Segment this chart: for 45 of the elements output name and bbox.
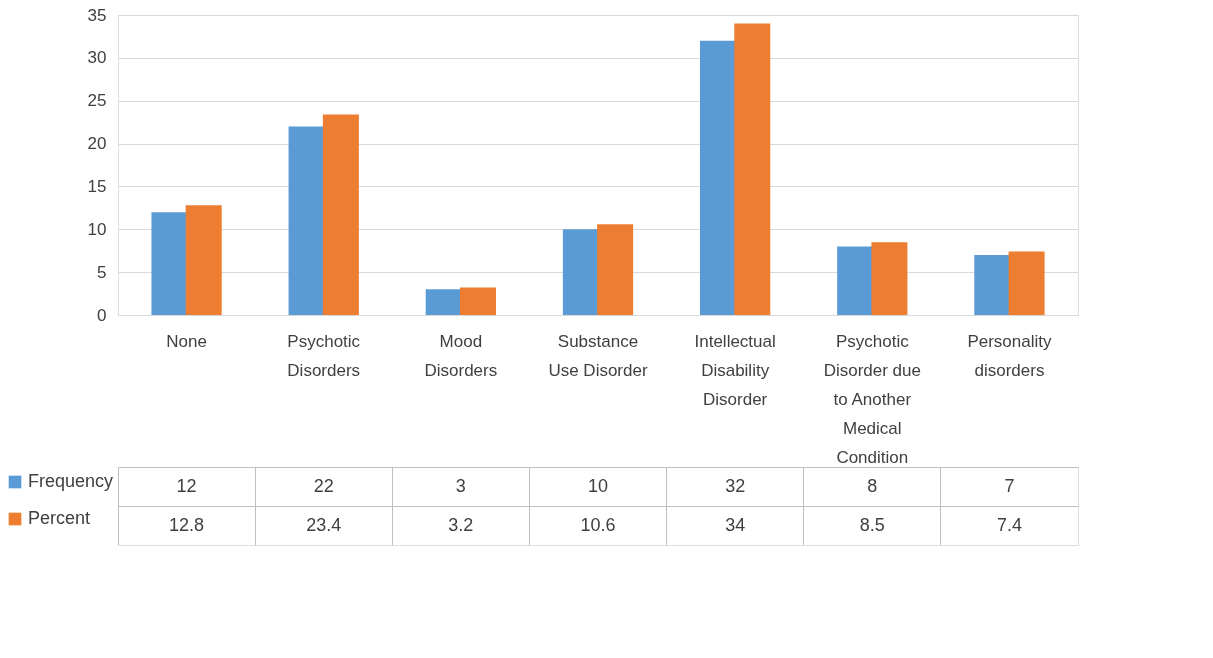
data-label: 7: [1004, 475, 1015, 496]
y-tick-label: 5: [97, 262, 107, 282]
bar: [151, 212, 188, 315]
data-label: 12.8: [169, 514, 205, 535]
data-label: 3: [455, 475, 466, 496]
bar: [288, 126, 325, 315]
y-tick-label: 10: [87, 219, 107, 239]
data-label: 3.2: [448, 514, 474, 535]
y-tick-label: 0: [97, 305, 107, 325]
x-tick-label: None: [166, 331, 207, 351]
bar: [425, 289, 462, 315]
data-label: 32: [725, 475, 746, 496]
bar: [837, 246, 874, 315]
y-tick-label: 20: [87, 134, 107, 154]
data-label: 7.4: [996, 514, 1022, 535]
data-label: 8: [867, 475, 878, 496]
bar: [871, 242, 908, 315]
bar: [974, 255, 1011, 315]
x-tick-label: Personality disorders: [967, 331, 1052, 380]
data-label: 10: [587, 475, 609, 496]
bar: [700, 40, 736, 315]
x-tick-label: Intellectual Disability Disorder: [694, 331, 776, 409]
bar: [562, 229, 599, 315]
legend-label: Percent: [28, 508, 91, 528]
data-label: 23.4: [306, 514, 342, 535]
data-label: 22: [313, 475, 334, 496]
y-tick-label: 30: [87, 48, 107, 68]
bar: [322, 114, 359, 315]
y-tick-label: 25: [87, 91, 107, 111]
data-label: 10.6: [580, 514, 616, 535]
data-label: 12: [176, 475, 197, 496]
bar: [597, 224, 634, 315]
bar: [734, 23, 771, 315]
bar: [460, 287, 496, 315]
x-tick-label: Psychotic Disorder due to Another Medical Condition: [823, 331, 921, 467]
bar: [1008, 251, 1045, 315]
data-label: 8.5: [859, 514, 885, 535]
x-tick-label: Substance Use Disorder: [548, 331, 648, 380]
legend-label: Frequency: [28, 471, 114, 491]
data-label: 34: [725, 514, 746, 535]
y-tick-label: 35: [87, 5, 107, 25]
bar: [185, 205, 222, 315]
x-tick-label: Psychotic Disorders: [287, 331, 361, 380]
x-tick-label: Mood Disorders: [424, 331, 498, 380]
y-tick-label: 15: [87, 176, 107, 196]
